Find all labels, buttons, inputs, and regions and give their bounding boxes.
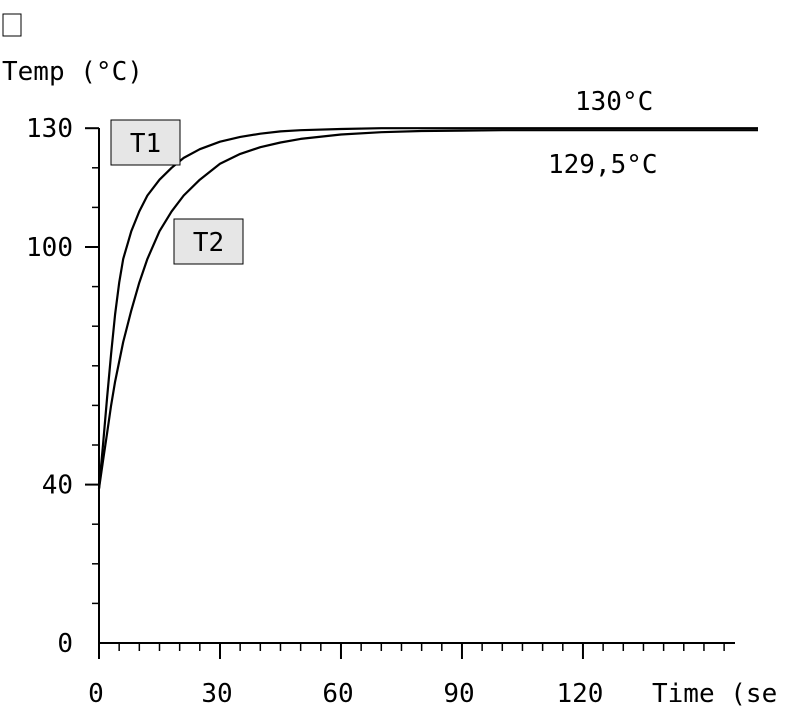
- x-tick-label: 0: [88, 679, 104, 709]
- x-axis-major-ticks: [98, 643, 584, 659]
- x-axis-label: Time (se: [652, 679, 777, 709]
- series-lines: [97, 127, 758, 489]
- y-tick-label: 40: [42, 471, 73, 501]
- y-axis-tick-labels: 0 40 100 130: [26, 114, 73, 659]
- y-axis-major-ticks: [85, 127, 99, 486]
- x-tick-label: 60: [322, 679, 353, 709]
- x-axis-tick-labels: 0 30 60 90 120: [88, 679, 603, 709]
- y-axis-minor-ticks: [92, 167, 99, 605]
- x-tick-label: 120: [556, 679, 603, 709]
- annotation-t2-final: 129,5°C: [548, 150, 658, 180]
- x-axis-minor-ticks: [118, 643, 725, 651]
- series-line-t2: [97, 129, 758, 489]
- series-label-t2: T2: [173, 218, 244, 265]
- series-label-t2-box: [173, 218, 244, 265]
- corner-checkbox: [2, 13, 22, 37]
- annotation-t1-final: 130°C: [575, 87, 653, 117]
- y-tick-label: 130: [26, 114, 73, 144]
- y-axis-label: Temp (°C): [2, 57, 143, 87]
- series-label-t2-text: T2: [193, 228, 224, 258]
- y-tick-label: 100: [26, 233, 73, 263]
- y-tick-label: 0: [57, 629, 73, 659]
- x-tick-label: 30: [201, 679, 232, 709]
- series-line-t1: [97, 127, 758, 489]
- x-tick-label: 90: [443, 679, 474, 709]
- series-label-t1-box: [110, 119, 181, 166]
- series-label-t1: T1: [110, 119, 181, 166]
- series-label-t1-text: T1: [130, 129, 161, 159]
